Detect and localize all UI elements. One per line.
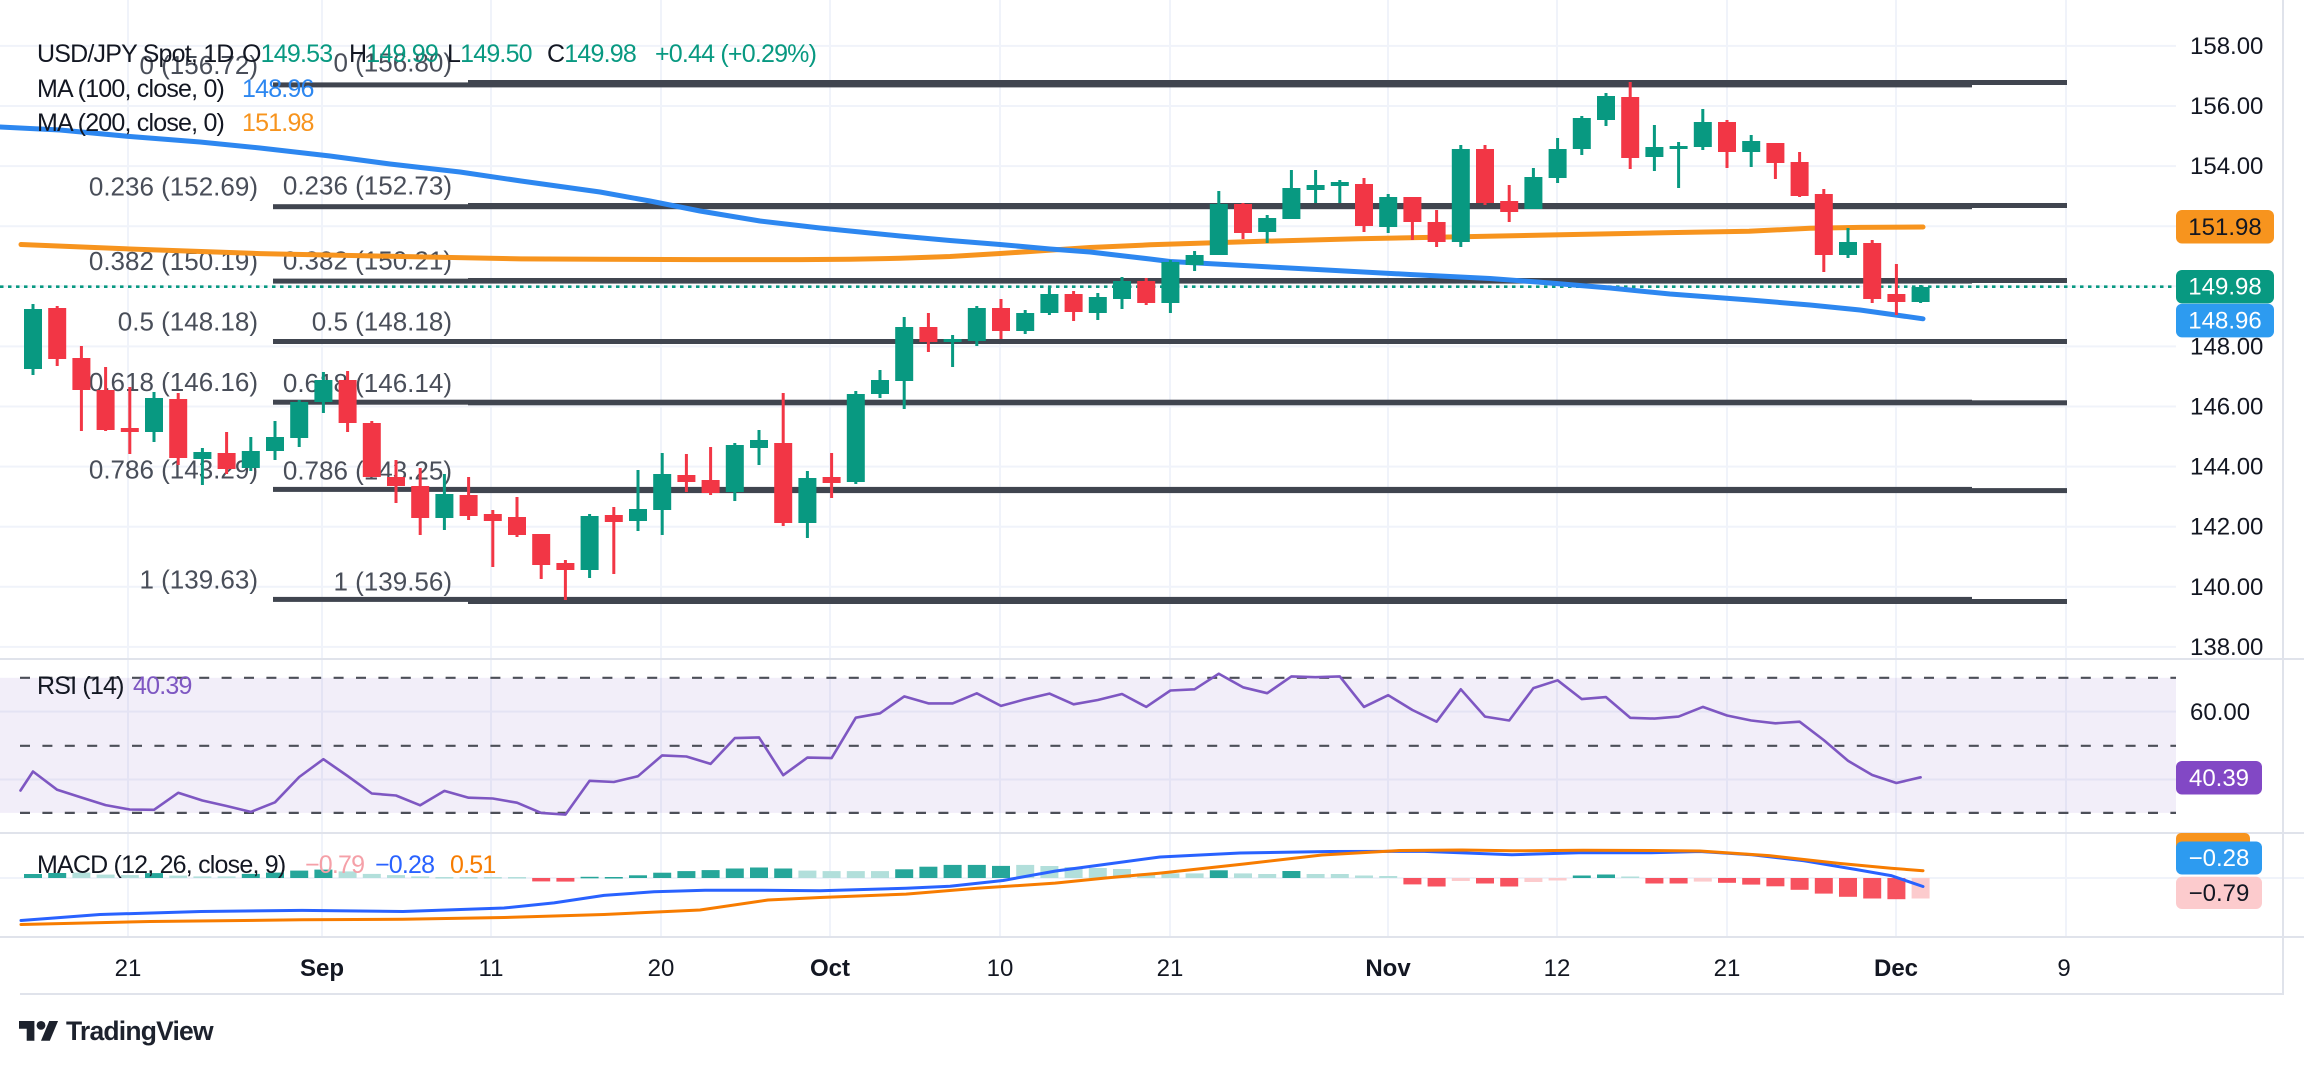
svg-text:9: 9 (2057, 955, 2070, 982)
svg-text:0.618 (146.16): 0.618 (146.16) (89, 367, 258, 397)
svg-text:TradingView: TradingView (66, 1016, 214, 1046)
svg-text:21: 21 (1714, 955, 1741, 982)
svg-text:0.618 (146.14): 0.618 (146.14) (283, 368, 452, 398)
svg-text:Nov: Nov (1365, 955, 1411, 982)
svg-text:142.00: 142.00 (2190, 514, 2263, 541)
svg-text:10: 10 (987, 955, 1014, 982)
svg-text:149.98: 149.98 (2188, 274, 2261, 301)
svg-text:151.98: 151.98 (2188, 214, 2261, 241)
svg-text:0.5 (148.18): 0.5 (148.18) (312, 307, 452, 337)
svg-text:156.00: 156.00 (2190, 93, 2263, 120)
svg-text:140.00: 140.00 (2190, 574, 2263, 601)
svg-text:Sep: Sep (300, 955, 344, 982)
svg-text:0.382 (150.21): 0.382 (150.21) (283, 246, 452, 276)
svg-text:RSI (14)40.39: RSI (14) 40.39 (37, 672, 192, 700)
svg-text:138.00: 138.00 (2190, 634, 2263, 661)
svg-text:158.00: 158.00 (2190, 33, 2263, 60)
svg-text:MA (200, close, 0)151.98: MA (200, close, 0) 151.98 (37, 109, 314, 137)
svg-text:21: 21 (115, 955, 142, 982)
svg-text:146.00: 146.00 (2190, 394, 2263, 421)
svg-text:21: 21 (1157, 955, 1184, 982)
svg-text:0.236 (152.69): 0.236 (152.69) (89, 172, 258, 202)
svg-text:60.00: 60.00 (2190, 699, 2250, 726)
svg-text:Oct: Oct (810, 955, 850, 982)
svg-text:0 (156.72): 0 (156.72) (139, 50, 258, 80)
svg-text:−0.28: −0.28 (2189, 845, 2250, 872)
svg-text:−0.79: −0.79 (2189, 880, 2250, 907)
svg-text:0 (156.80): 0 (156.80) (333, 48, 452, 78)
svg-text:MACD (12, 26, close, 9)−0.79−0: MACD (12, 26, close, 9) −0.79 −0.28 0.51 (37, 851, 495, 879)
svg-text:Dec: Dec (1874, 955, 1918, 982)
svg-text:148.96: 148.96 (2188, 308, 2261, 335)
svg-text:MA (100, close, 0)148.96: MA (100, close, 0) 148.96 (37, 75, 314, 103)
svg-text:0.5 (148.18): 0.5 (148.18) (118, 307, 258, 337)
svg-text:11: 11 (479, 955, 504, 982)
svg-text:1 (139.56): 1 (139.56) (333, 567, 452, 597)
svg-text:1 (139.63): 1 (139.63) (139, 564, 258, 594)
svg-text:40.39: 40.39 (2189, 765, 2249, 792)
svg-text:20: 20 (648, 955, 675, 982)
svg-text:12: 12 (1544, 955, 1571, 982)
svg-text:148.00: 148.00 (2190, 333, 2263, 360)
svg-text:154.00: 154.00 (2190, 153, 2263, 180)
svg-text:0.236 (152.73): 0.236 (152.73) (283, 171, 452, 201)
svg-text:144.00: 144.00 (2190, 454, 2263, 481)
